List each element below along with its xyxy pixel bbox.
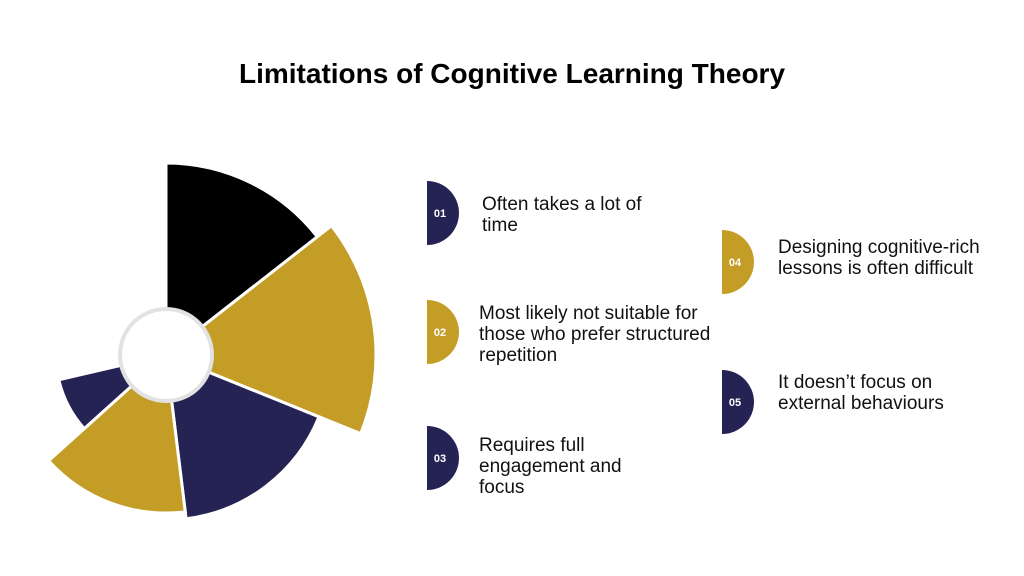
badge-number: 03 [434,453,446,465]
title: Limitations of Cognitive Learning Theory [238,58,786,89]
badge-number: 05 [729,397,741,409]
wedge [164,161,320,359]
badge [427,426,459,490]
item-text: Most likely not suitable for those who p… [479,303,711,366]
item-text: Requires full engagement and focus [479,435,622,498]
item-text: Designing cognitive-rich lessons is ofte… [778,237,980,279]
wedge [164,352,321,521]
badge [427,300,459,364]
badge [427,181,459,245]
badge [722,370,754,434]
badge-number: 01 [434,208,446,220]
badge-number: 04 [729,257,742,269]
badges: 01 02 03 04 05 [427,181,754,490]
center-circle [118,307,214,403]
badge-number: 02 [434,327,446,339]
item-text: It doesn’t focus on external behaviours [778,372,944,414]
wedge-diagram [46,161,378,521]
badge [722,230,754,294]
wedge [163,223,378,436]
item-text: Often takes a lot of time [482,194,642,236]
